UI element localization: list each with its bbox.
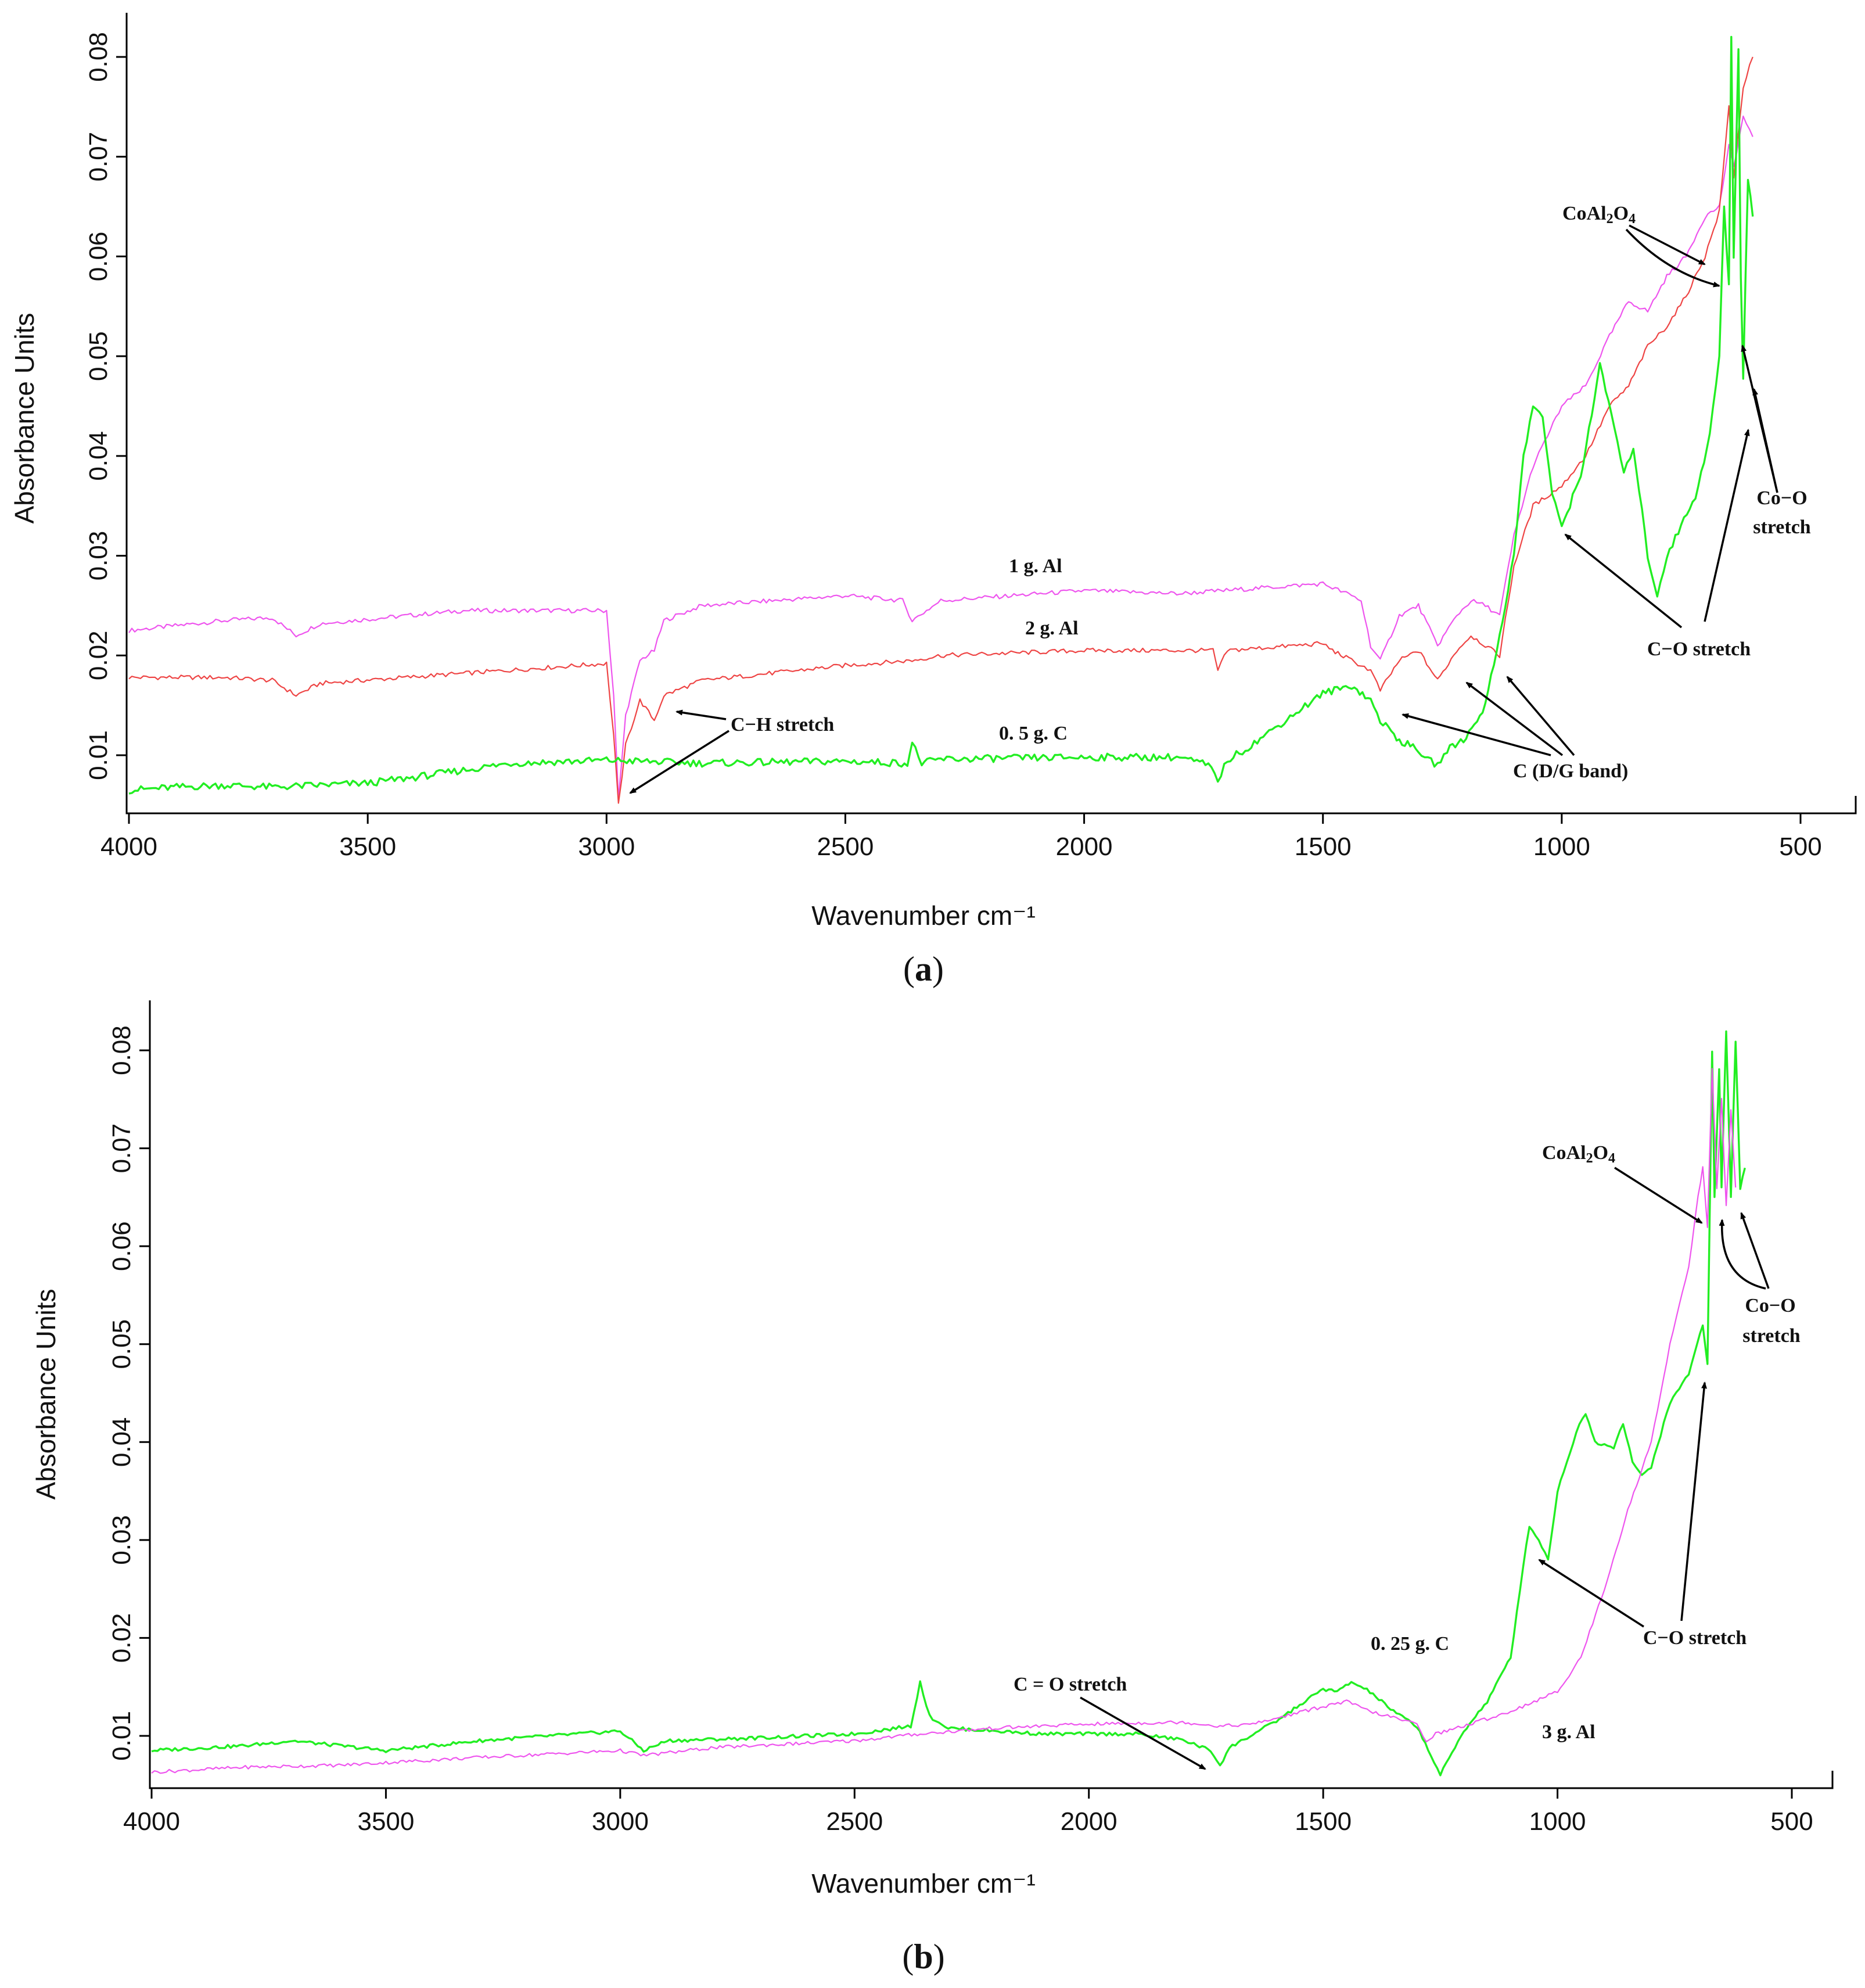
annotation-a-2g-al: 2 g. Al — [1025, 618, 1079, 639]
arrow-a-dg-2 — [1465, 681, 1564, 756]
chart-a-y-tick-label: 0.03 — [84, 531, 113, 581]
annotation-b-3g-al: 3 g. Al — [1542, 1721, 1596, 1743]
chart-b-y-tick-label: 0.03 — [107, 1515, 136, 1565]
chart-b-axes: 4000 3500 3000 2500 2000 1500 1000 500 0.01 0.02 0… — [107, 1000, 1834, 1836]
annotation-b-c-eq-o-stretch: C = O stretch — [1014, 1674, 1127, 1695]
annotation-a-05g-c: 0. 5 g. C — [999, 723, 1068, 744]
arrow-b-co-o-2 — [1740, 1212, 1770, 1289]
chart-b-ylabel: Absorbance Units — [31, 1289, 61, 1499]
chart-b-x-tick-label: 3500 — [357, 1807, 414, 1836]
chart-a-y-tick-label: 0.02 — [84, 630, 113, 680]
chart-b-y-tick-label: 0.06 — [107, 1221, 136, 1271]
chart-panel-b: 4000 3500 3000 2500 2000 1500 1000 500 0.01 0.02 0… — [31, 1000, 1834, 1976]
chart-a-y-tick-label: 0.04 — [84, 431, 113, 481]
chart-a-x-tick-label: 3500 — [339, 832, 396, 861]
chart-b-series-line-0 — [151, 1030, 1746, 1777]
arrow-b-coal2o4 — [1614, 1167, 1703, 1224]
chart-b-y-tick-label: 0.08 — [107, 1025, 136, 1075]
chart-b-x-tick-label: 4000 — [123, 1807, 180, 1836]
chart-a-x-tick-label: 1000 — [1533, 832, 1590, 861]
annotation-a-coal2o4: CoAl2O4 — [1562, 203, 1636, 227]
annotation-a-co-o-stretch: stretch — [1753, 516, 1811, 538]
chart-b-series-line-1 — [151, 1068, 1737, 1774]
chart-b-x-tick-label: 3000 — [592, 1807, 649, 1836]
chart-a-x-tick-label: 500 — [1779, 832, 1821, 861]
chart-b-plot-area — [151, 1030, 1746, 1777]
chart-a-plot-area — [128, 35, 1754, 804]
chart-a-series-line-0 — [128, 115, 1753, 800]
chart-a-x-tick-label: 2500 — [817, 832, 874, 861]
arrow-b-co-o-1 — [1719, 1219, 1766, 1290]
chart-a-y-tick-label: 0.05 — [84, 331, 113, 381]
chart-a-y-tick-label: 0.07 — [84, 132, 113, 182]
chart-a-x-tick-label: 3000 — [578, 832, 635, 861]
chart-a-axes: 4000 3500 3000 2500 2000 1500 1000 500 0.01 0.02 0… — [84, 13, 1857, 861]
chart-a-y-tick-label: 0.01 — [84, 730, 113, 780]
annotation-a-co-o: Co−O — [1756, 487, 1807, 509]
chart-b-axis-frame — [149, 1000, 1834, 1789]
arrow-b-c-eq-o — [1080, 1696, 1206, 1770]
chart-a-axis-frame — [125, 13, 1857, 814]
arrow-b-c-o-1 — [1538, 1559, 1644, 1628]
annotation-b-coal2o4: CoAl2O4 — [1542, 1142, 1615, 1166]
chart-a-y-tick-label: 0.06 — [84, 232, 113, 282]
annotation-b-025g-c: 0. 25 g. C — [1371, 1633, 1449, 1655]
chart-b-xlabel: Wavenumber cm⁻¹ — [811, 1868, 1036, 1899]
arrow-a-coal2o4-1 — [1629, 224, 1706, 265]
annotation-a-c-o-stretch: C−O stretch — [1647, 638, 1751, 660]
arrow-a-c-o-2 — [1704, 429, 1750, 622]
chart-b-y-tick-label: 0.05 — [107, 1319, 136, 1369]
chart-panel-a: 4000 3500 3000 2500 2000 1500 1000 500 0.01 0.02 0… — [9, 13, 1857, 988]
chart-a-y-tick-label: 0.08 — [84, 32, 113, 82]
chart-a-series-line-2 — [128, 35, 1754, 795]
arrow-a-c-o-1 — [1564, 533, 1683, 629]
annotation-a-c-h-stretch: C−H stretch — [731, 714, 834, 735]
annotation-b-co-o-stretch: stretch — [1742, 1325, 1801, 1347]
arrow-a-c-h-2 — [629, 730, 730, 794]
annotation-a-c-dg-band: C (D/G band) — [1513, 760, 1628, 782]
chart-b-x-tick-label: 1000 — [1529, 1807, 1586, 1836]
chart-b-panel-label: (b) — [902, 1937, 944, 1976]
annotation-b-c-o-stretch: C−O stretch — [1643, 1627, 1747, 1649]
chart-b-x-tick-label: 1500 — [1295, 1807, 1352, 1836]
chart-b-x-tick-label: 2000 — [1061, 1807, 1117, 1836]
chart-b-x-tick-label: 2500 — [826, 1807, 883, 1836]
chart-a-x-tick-label: 1500 — [1295, 832, 1352, 861]
arrow-a-co-o-2 — [1752, 388, 1778, 493]
arrow-a-coal2o4-2 — [1625, 228, 1720, 288]
chart-b-y-tick-label: 0.07 — [107, 1124, 136, 1174]
chart-a-panel-label: (a) — [903, 950, 944, 988]
annotation-a-1g-al: 1 g. Al — [1009, 555, 1062, 577]
chart-b-y-tick-label: 0.02 — [107, 1613, 136, 1663]
chart-b-x-tick-label: 500 — [1770, 1807, 1813, 1836]
annotation-b-co-o: Co−O — [1745, 1295, 1795, 1316]
arrow-a-c-h-1 — [675, 709, 727, 720]
chart-b-y-tick-label: 0.04 — [107, 1417, 136, 1467]
arrow-b-c-o-2 — [1680, 1381, 1708, 1621]
chart-a-xlabel: Wavenumber cm⁻¹ — [811, 900, 1036, 931]
arrow-a-dg-1 — [1402, 713, 1551, 756]
arrow-a-dg-3 — [1506, 676, 1575, 756]
chart-a-series-line-1 — [128, 56, 1753, 804]
chart-a-x-tick-label: 4000 — [100, 832, 157, 861]
chart-b-y-tick-label: 0.01 — [107, 1711, 136, 1761]
chart-a-x-tick-label: 2000 — [1056, 832, 1113, 861]
chart-a-ylabel: Absorbance Units — [9, 313, 39, 523]
